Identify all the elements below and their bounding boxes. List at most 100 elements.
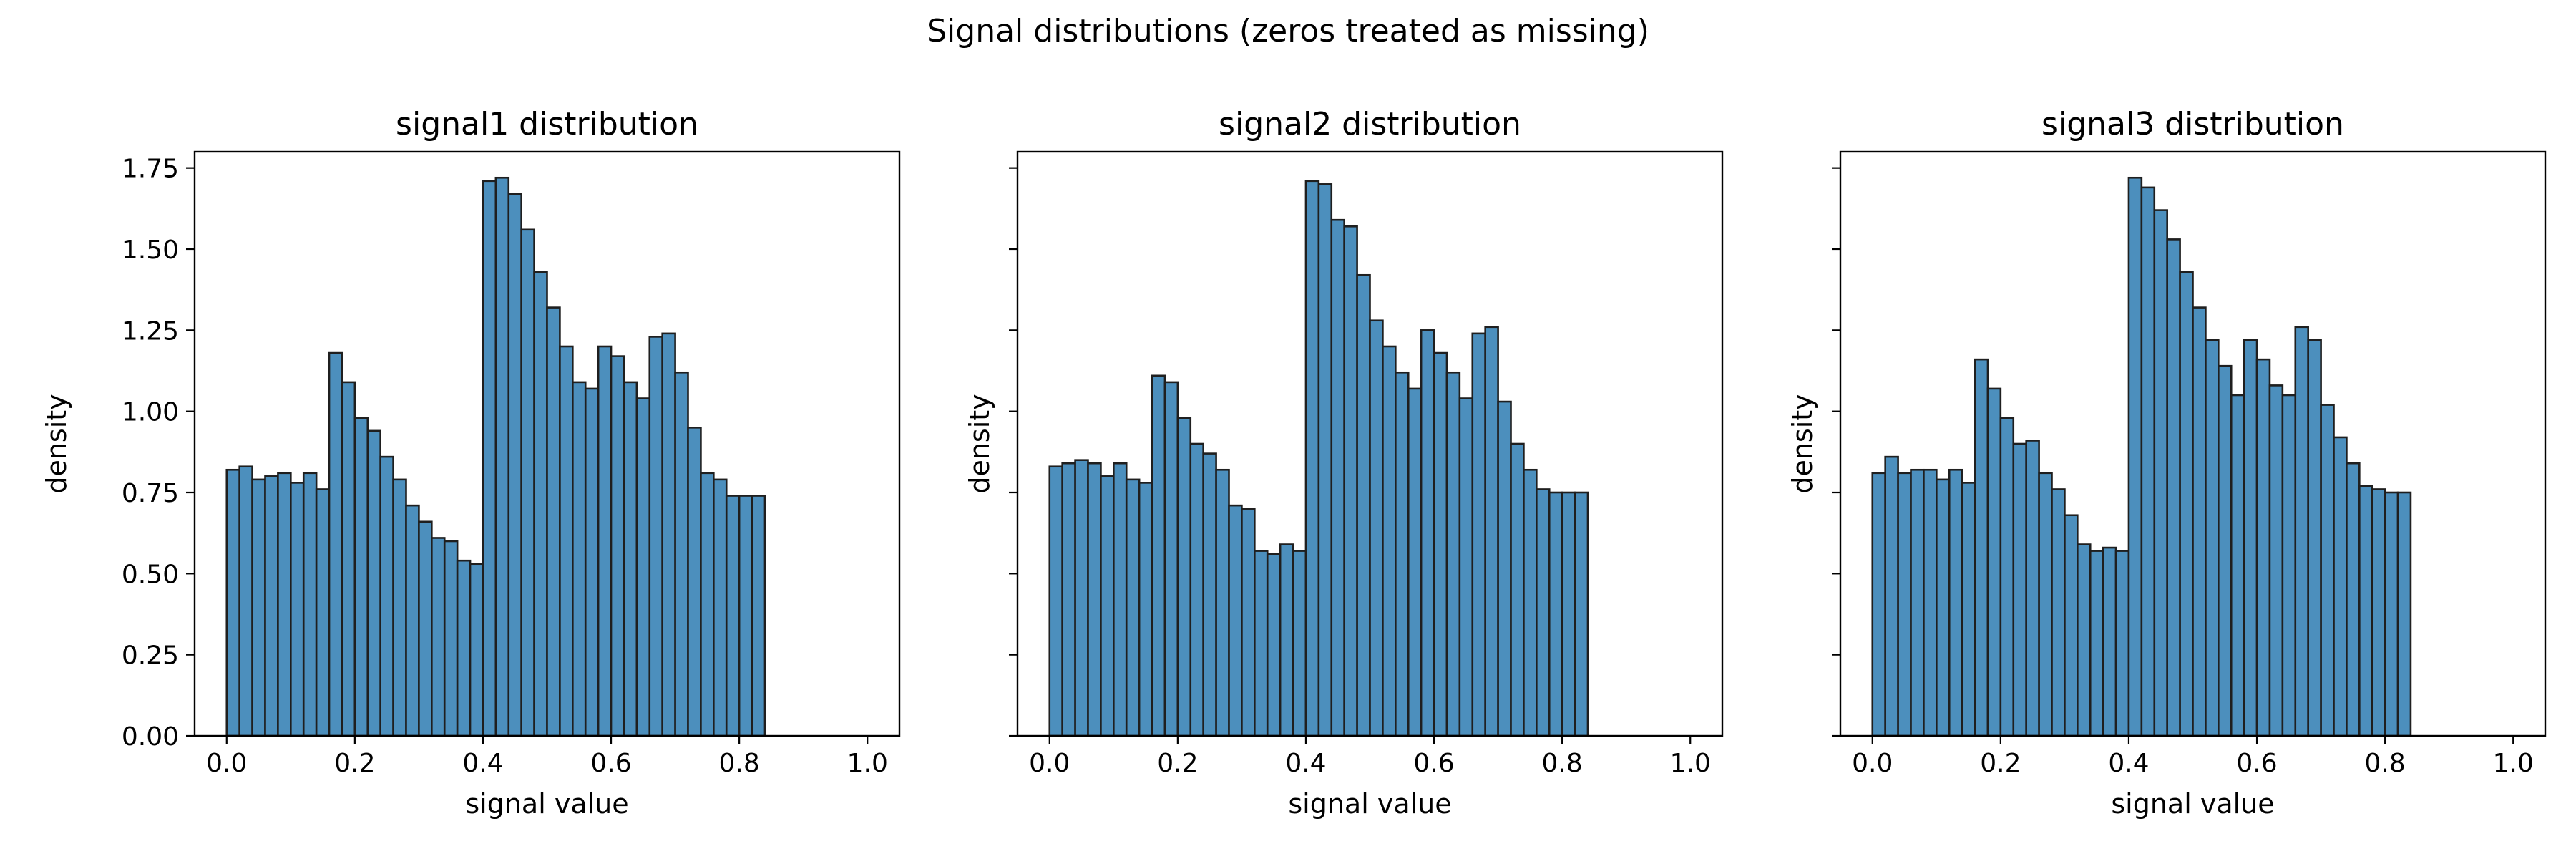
- histogram-bar: [1100, 475, 1115, 737]
- x-tick-label: 1.0: [847, 749, 888, 778]
- histogram-bar: [2192, 306, 2207, 737]
- histogram-bar: [366, 430, 381, 737]
- y-tick-label: 1.00: [122, 398, 179, 427]
- x-tick-label: 0.2: [1980, 749, 2021, 778]
- histogram-bar: [1561, 491, 1576, 737]
- histogram-bar: [238, 465, 253, 737]
- histogram-bar: [482, 180, 497, 737]
- histogram-bar: [2089, 550, 2104, 737]
- axes-frame-3: [1839, 150, 2547, 737]
- histogram-bar: [1445, 371, 1461, 737]
- x-tick-label: 0.2: [1157, 749, 1198, 778]
- histogram-bar: [2230, 394, 2245, 737]
- histogram-bar: [1048, 465, 1063, 737]
- histogram-bar: [635, 397, 651, 737]
- panel-title-1: signal1 distribution: [396, 106, 698, 142]
- histogram-bar: [597, 345, 613, 737]
- panel-3: 0.0 0.2 0.4 0.6 0.8 1.0 signal3 distribution si…: [1787, 106, 2547, 820]
- histogram-bar: [2064, 514, 2079, 737]
- histogram-bar: [648, 336, 663, 737]
- x-axis-label-3: signal value: [2111, 788, 2274, 820]
- histogram-bar: [1433, 351, 1448, 737]
- histogram-bar: [2384, 491, 2399, 737]
- histogram-bar: [2307, 339, 2322, 737]
- histogram-bar: [1871, 472, 1886, 737]
- x-axis-label-1: signal value: [465, 788, 628, 820]
- x-tick-label: 0.6: [590, 749, 631, 778]
- histogram-bar: [353, 417, 369, 737]
- panel-title-2: signal2 distribution: [1219, 106, 1521, 142]
- histogram-bar: [1215, 468, 1230, 737]
- histogram-bar: [1113, 462, 1128, 737]
- y-tick-label: 0.50: [122, 560, 179, 589]
- histogram-bar: [443, 540, 459, 737]
- histogram-bar: [725, 495, 741, 737]
- histogram-bars-3: [1871, 176, 2412, 737]
- histogram-bar: [2127, 176, 2143, 737]
- histogram-bar: [1420, 329, 1435, 737]
- x-tick-label: 0.6: [2236, 749, 2277, 778]
- histogram-bar: [2025, 440, 2040, 737]
- histogram-bar: [1548, 491, 1563, 737]
- x-tick-label: 0.6: [1413, 749, 1454, 778]
- x-tick-label: 0.4: [1285, 749, 1326, 778]
- histogram-bar: [1407, 387, 1423, 737]
- x-tick-label: 1.0: [1670, 749, 1711, 778]
- histogram-bar: [1061, 462, 1076, 737]
- histogram-bar: [341, 381, 356, 737]
- panel-title-3: signal3 distribution: [2041, 106, 2344, 142]
- histogram-bar: [405, 504, 420, 737]
- histogram-bar: [1176, 417, 1192, 737]
- x-tick-label: 1.0: [2493, 749, 2534, 778]
- histogram-bar: [2077, 543, 2092, 737]
- histogram-bar: [1266, 553, 1282, 737]
- histogram-bar: [1074, 459, 1089, 737]
- histogram-bar: [290, 482, 305, 737]
- histogram-bar: [2333, 436, 2348, 737]
- histogram-bar: [1986, 387, 2002, 737]
- panel-2: 0.0 0.2 0.4 0.6 0.8 1.0 signal2 distribution si…: [964, 106, 1724, 820]
- histogram-bar: [1910, 468, 1925, 737]
- histogram-bar: [572, 381, 587, 737]
- x-tick-label: 0.0: [1029, 749, 1070, 778]
- histogram-bar: [2102, 546, 2117, 737]
- histogram-bar: [1536, 488, 1551, 737]
- x-tick-label: 0.2: [334, 749, 375, 778]
- histogram-bar: [379, 455, 394, 737]
- histogram-bar: [1510, 442, 1525, 737]
- x-tick-label: 0.4: [462, 749, 503, 778]
- y-axis-label-2: density: [964, 394, 995, 493]
- histogram-bar: [1923, 468, 1938, 737]
- histogram-bar: [469, 563, 484, 737]
- histogram-bar: [610, 355, 625, 737]
- histogram-bar: [2218, 364, 2233, 737]
- histogram-bar: [2396, 491, 2412, 737]
- histogram-bar: [2166, 238, 2181, 737]
- y-tick-label: 1.50: [122, 236, 179, 265]
- histogram-bar: [1317, 183, 1333, 737]
- x-tick-label: 0.0: [206, 749, 247, 778]
- histogram-bar: [1497, 400, 1512, 737]
- histogram-bar: [1151, 374, 1166, 737]
- y-tick-label: 0.00: [122, 722, 179, 752]
- histogram-bar: [1999, 417, 2015, 737]
- histogram-bar: [1304, 180, 1320, 737]
- axes-frame-2: [1016, 150, 1724, 737]
- histogram-bar: [2294, 326, 2309, 737]
- histogram-bar: [264, 475, 279, 737]
- histogram-bar: [1884, 455, 1899, 737]
- axes-frame-1: [193, 150, 901, 737]
- histogram-bar: [1087, 462, 1102, 737]
- histogram-bar: [1395, 371, 1410, 737]
- histogram-bar: [277, 472, 292, 737]
- histogram-bar: [2320, 404, 2335, 737]
- y-tick-label: 0.75: [122, 479, 179, 508]
- histogram-bar: [431, 537, 446, 737]
- histogram-bar: [546, 306, 561, 737]
- histogram-bar: [494, 176, 510, 737]
- histogram-bar: [2371, 488, 2386, 737]
- histogram-bar: [1138, 482, 1153, 737]
- histogram-bar: [661, 332, 676, 737]
- histogram-bar: [1254, 550, 1269, 737]
- y-axis-label-3: density: [1787, 394, 1818, 493]
